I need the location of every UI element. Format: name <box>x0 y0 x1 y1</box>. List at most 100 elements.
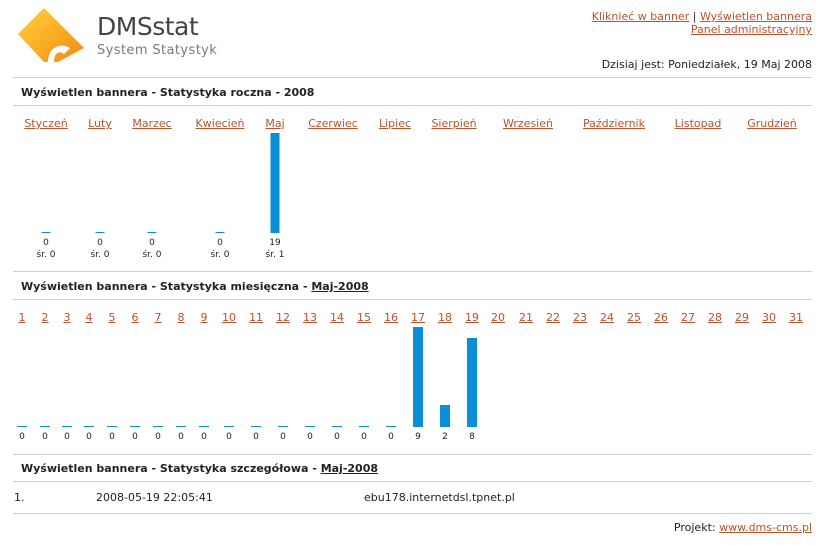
month-link[interactable]: Marzec <box>132 117 172 130</box>
day-link[interactable]: 13 <box>303 311 317 324</box>
year-bar <box>147 232 157 233</box>
month-link[interactable]: Wrzesień <box>503 117 553 130</box>
day-link[interactable]: 20 <box>491 311 505 324</box>
day-link[interactable]: 22 <box>546 311 560 324</box>
day-link[interactable]: 25 <box>627 311 641 324</box>
day-link[interactable]: 19 <box>465 311 479 324</box>
month-link[interactable]: Styczeń <box>24 117 68 130</box>
day-link[interactable]: 18 <box>438 311 452 324</box>
day-link[interactable]: 29 <box>735 311 749 324</box>
detail-title-link[interactable]: Maj-2008 <box>320 462 379 475</box>
day-link[interactable]: 24 <box>600 311 614 324</box>
day-link[interactable]: 16 <box>384 311 398 324</box>
day-link[interactable]: 14 <box>330 311 344 324</box>
day-link[interactable]: 26 <box>654 311 668 324</box>
year-bar-value: 0 <box>43 238 49 248</box>
top-links: Kliknieć w banner | Wyświetlen bannera P… <box>592 10 812 36</box>
day-link[interactable]: 23 <box>573 311 587 324</box>
month-link[interactable]: Sierpień <box>431 117 477 130</box>
month-link[interactable]: Maj <box>265 117 285 130</box>
link-clicks[interactable]: Kliknieć w banner <box>591 10 690 23</box>
day-bar <box>332 426 342 427</box>
link-views[interactable]: Wyświetlen bannera <box>699 10 812 23</box>
day-bar <box>176 426 186 427</box>
day-bar <box>251 426 261 427</box>
day-bar-value: 0 <box>64 432 70 442</box>
month-link[interactable]: Listopad <box>674 117 722 130</box>
year-bar-value: 0 <box>149 238 155 248</box>
day-bar-value: 0 <box>19 432 25 442</box>
day-link[interactable]: 2 <box>41 311 49 324</box>
logo-subtitle: System Statystyk <box>97 43 218 58</box>
day-bar-value: 0 <box>178 432 184 442</box>
day-bar-value: 0 <box>253 432 259 442</box>
day-bar-value: 8 <box>469 432 475 442</box>
divider <box>13 77 812 78</box>
year-bar <box>270 133 280 233</box>
day-bar <box>467 338 477 427</box>
day-link[interactable]: 15 <box>357 311 371 324</box>
divider <box>13 513 812 514</box>
day-bar <box>153 426 163 427</box>
day-bar <box>84 426 94 427</box>
year-bar-average: śr. 0 <box>90 250 110 260</box>
year-bar-value: 0 <box>217 238 223 248</box>
year-bar-average: śr. 0 <box>36 250 56 260</box>
day-link[interactable]: 5 <box>108 311 116 324</box>
divider <box>13 481 812 482</box>
year-bar-value: 19 <box>269 238 281 248</box>
day-bar-value: 0 <box>307 432 313 442</box>
day-bar <box>224 426 234 427</box>
day-link[interactable]: 28 <box>708 311 722 324</box>
day-bar <box>130 426 140 427</box>
day-bar <box>40 426 50 427</box>
month-link[interactable]: Luty <box>88 117 112 130</box>
link-admin-panel[interactable]: Panel administracyjny <box>690 23 812 36</box>
divider <box>13 454 812 455</box>
day-link[interactable]: 1 <box>18 311 26 324</box>
day-link[interactable]: 4 <box>85 311 93 324</box>
month-link[interactable]: Lipiec <box>378 117 412 130</box>
year-bar <box>215 232 225 233</box>
year-bar <box>95 232 105 233</box>
month-link[interactable]: Czerwiec <box>308 117 358 130</box>
logo-title: DMSstat <box>97 12 199 41</box>
day-bar-value: 0 <box>334 432 340 442</box>
day-link[interactable]: 11 <box>249 311 263 324</box>
detail-row-datetime: 2008-05-19 22:05:41 <box>96 491 213 504</box>
day-link[interactable]: 12 <box>276 311 290 324</box>
month-link[interactable]: Grudzień <box>747 117 797 130</box>
day-link[interactable]: 21 <box>519 311 533 324</box>
day-link[interactable]: 31 <box>789 311 803 324</box>
divider <box>13 105 812 106</box>
day-link[interactable]: 3 <box>63 311 71 324</box>
day-link[interactable]: 17 <box>411 311 425 324</box>
monthly-title-link[interactable]: Maj-2008 <box>311 280 369 293</box>
day-link[interactable]: 30 <box>762 311 776 324</box>
day-link[interactable]: 7 <box>154 311 162 324</box>
day-bar-value: 0 <box>280 432 286 442</box>
day-bar <box>17 426 27 427</box>
day-bar <box>107 426 117 427</box>
day-link[interactable]: 10 <box>222 311 236 324</box>
day-bar <box>440 405 450 427</box>
day-bar-value: 0 <box>155 432 161 442</box>
day-link[interactable]: 27 <box>681 311 695 324</box>
month-link[interactable]: Październik <box>583 117 645 130</box>
current-date: Dzisiaj jest: Poniedziałek, 19 Maj 2008 <box>601 58 812 71</box>
detail-row-number: 1. <box>14 491 25 504</box>
footer-link[interactable]: www.dms-cms.pl <box>719 521 812 534</box>
day-link[interactable]: 8 <box>177 311 185 324</box>
divider <box>13 271 812 272</box>
monthly-title-text: Wyświetlen bannera - Statystyka miesięcz… <box>21 280 312 293</box>
year-bar <box>41 232 51 233</box>
year-bar-average: śr. 0 <box>210 250 230 260</box>
day-bar-value: 0 <box>226 432 232 442</box>
day-link[interactable]: 6 <box>131 311 139 324</box>
day-bar <box>62 426 72 427</box>
month-link[interactable]: Kwiecień <box>195 117 245 130</box>
day-bar-value: 0 <box>388 432 394 442</box>
day-link[interactable]: 9 <box>200 311 208 324</box>
year-bar-average: śr. 1 <box>265 250 285 260</box>
day-bar <box>305 426 315 427</box>
